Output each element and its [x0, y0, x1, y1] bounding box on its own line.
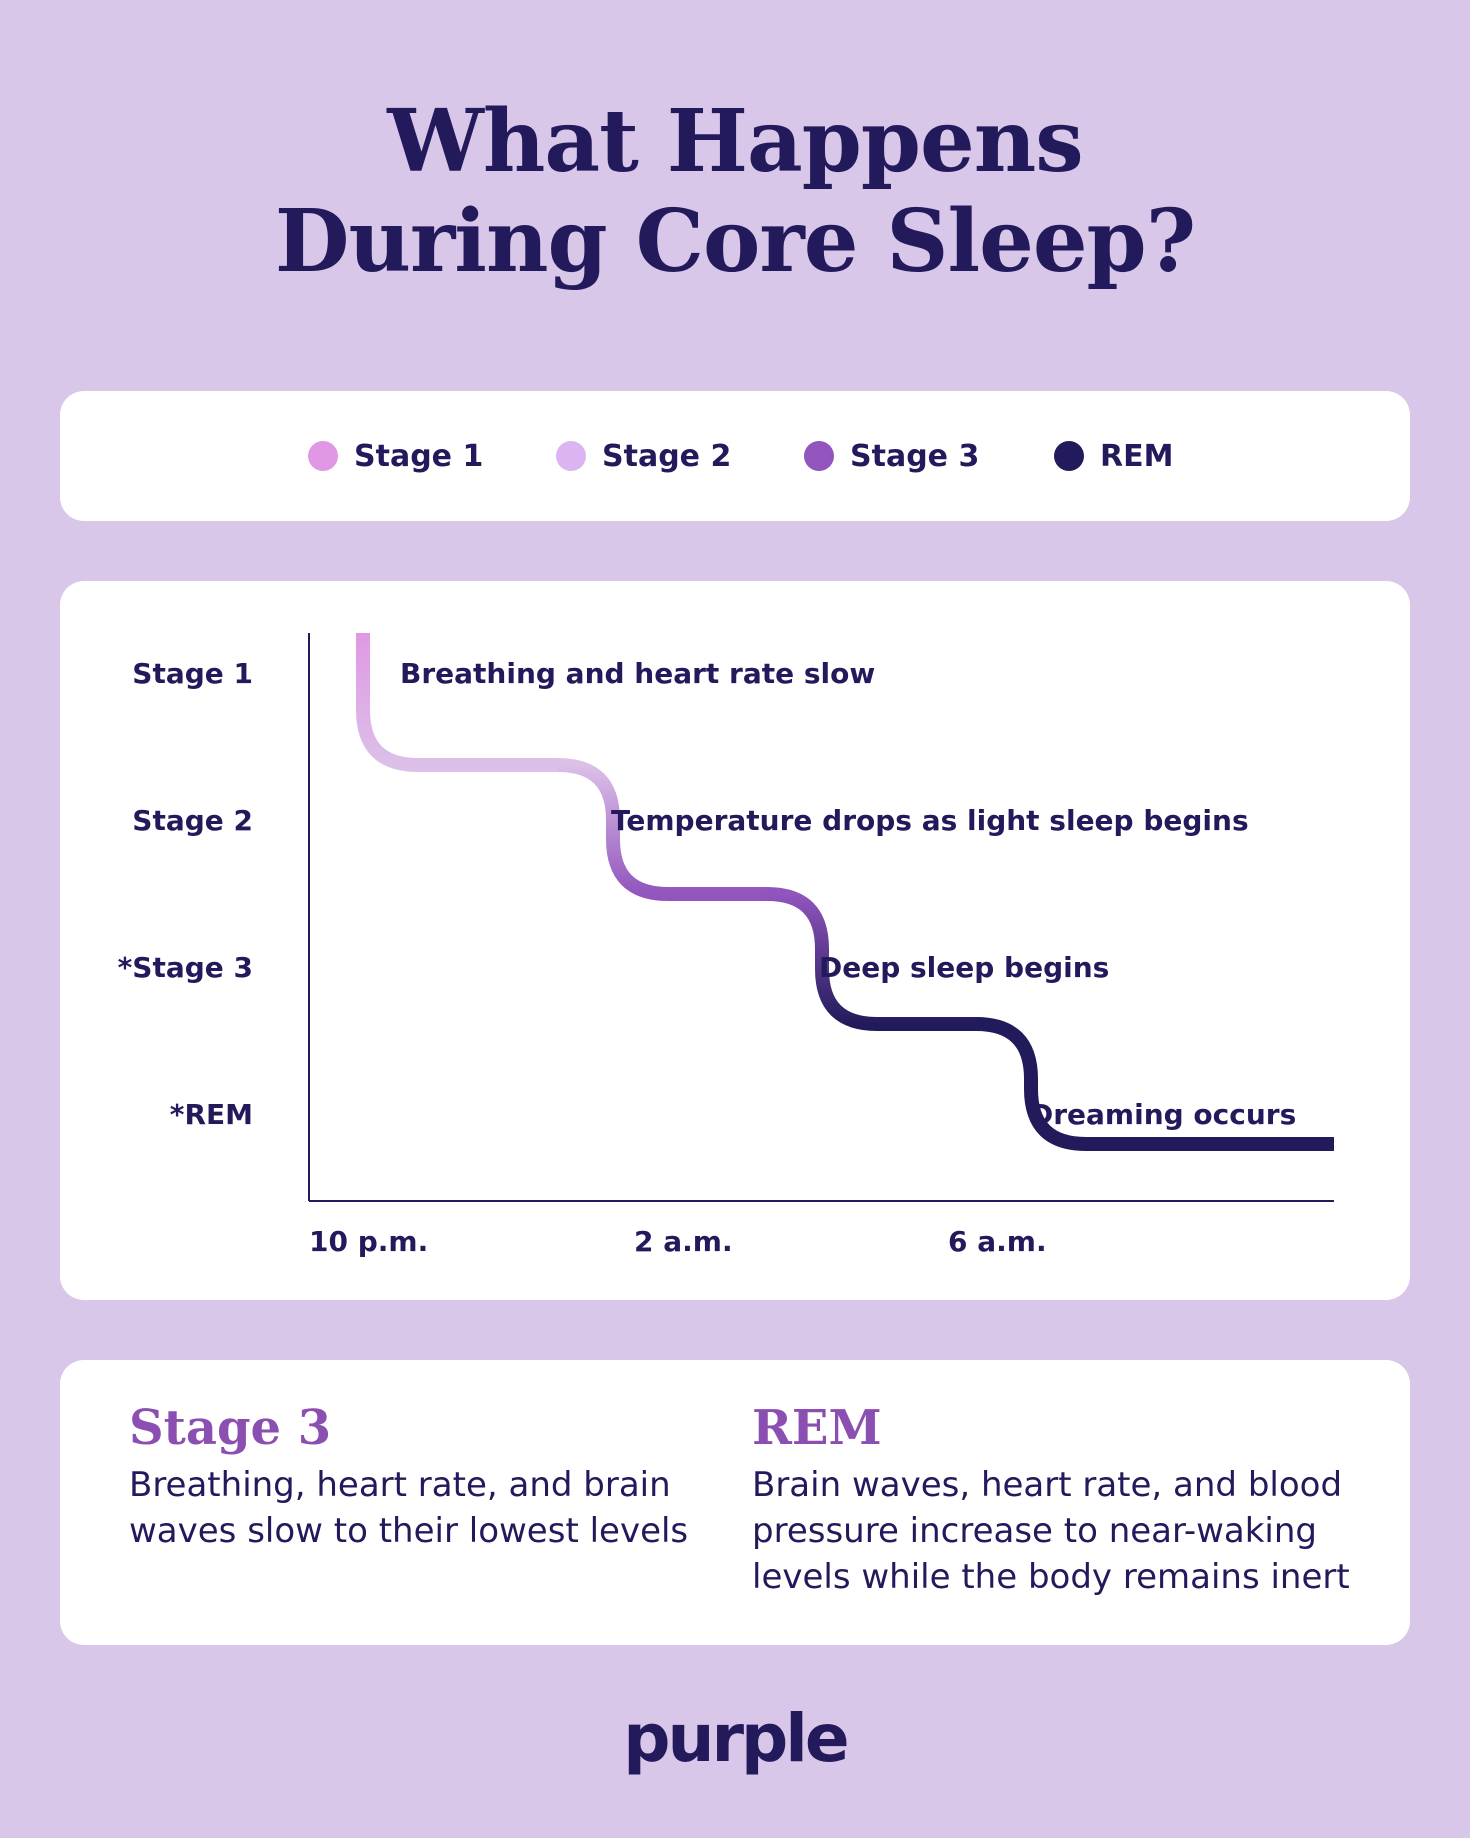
info-heading-rem: REM	[752, 1400, 882, 1456]
info-line: pressure increase to near-waking	[752, 1511, 1318, 1551]
y-tick-rem: *REM	[170, 1098, 253, 1131]
legend-dot-rem	[1054, 441, 1084, 471]
info-text-stage-3: Breathing, heart rate, and brain waves s…	[129, 1462, 688, 1554]
info-card: Stage 3 Breathing, heart rate, and brain…	[60, 1360, 1410, 1645]
y-tick-stage-2: Stage 2	[132, 804, 253, 837]
legend-dot-stage-3	[804, 441, 834, 471]
x-tick-10pm: 10 p.m.	[309, 1225, 428, 1258]
legend-item-stage-3: Stage 3	[804, 391, 979, 521]
step-segment-stage-1	[356, 633, 558, 772]
step-segment-rem	[975, 1017, 1334, 1151]
info-line: Brain waves, heart rate, and blood	[752, 1465, 1343, 1505]
step-segment-stage-2	[557, 758, 767, 901]
step-segment-stage-3	[766, 887, 976, 1031]
info-rem: REM Brain waves, heart rate, and blood p…	[752, 1398, 1350, 1600]
legend-item-stage-2: Stage 2	[556, 391, 731, 521]
annotation-stage-2: Temperature drops as light sleep begins	[611, 804, 1249, 837]
y-tick-stage-3: *Stage 3	[118, 951, 253, 984]
annotation-stage-1: Breathing and heart rate slow	[400, 657, 875, 690]
legend-item-stage-1: Stage 1	[308, 391, 483, 521]
brand-logo: purple	[623, 1700, 849, 1777]
legend-card: Stage 1 Stage 2 Stage 3 REM	[60, 391, 1410, 521]
annotation-stage-3: Deep sleep begins	[819, 951, 1109, 984]
annotation-rem: Dreaming occurs	[1030, 1098, 1296, 1131]
x-tick-6am: 6 a.m.	[948, 1225, 1047, 1258]
legend-label-stage-3: Stage 3	[850, 438, 980, 474]
legend-item-rem: REM	[1054, 391, 1173, 521]
title-line-1: What Happens	[387, 91, 1083, 192]
info-line: Breathing, heart rate, and brain	[129, 1465, 671, 1505]
info-line: waves slow to their lowest levels	[129, 1511, 689, 1551]
sleep-stage-chart: Stage 1 Stage 2 *Stage 3 *REM 10 p.m. 2 …	[118, 633, 1334, 1258]
info-stage-3: Stage 3 Breathing, heart rate, and brain…	[129, 1398, 688, 1554]
y-tick-stage-1: Stage 1	[132, 657, 253, 690]
x-tick-2am: 2 a.m.	[634, 1225, 733, 1258]
legend-label-rem: REM	[1100, 438, 1174, 474]
page-title: What Happens During Core Sleep?	[0, 92, 1470, 292]
title-line-2: During Core Sleep?	[274, 191, 1196, 292]
legend-label-stage-1: Stage 1	[354, 438, 484, 474]
legend-dot-stage-1	[308, 441, 338, 471]
info-line: levels while the body remains inert	[752, 1557, 1350, 1597]
legend-label-stage-2: Stage 2	[602, 438, 732, 474]
legend-dot-stage-2	[556, 441, 586, 471]
chart-card: Stage 1 Stage 2 *Stage 3 *REM 10 p.m. 2 …	[60, 581, 1410, 1300]
info-text-rem: Brain waves, heart rate, and blood press…	[752, 1462, 1350, 1600]
info-heading-stage-3: Stage 3	[129, 1400, 332, 1456]
